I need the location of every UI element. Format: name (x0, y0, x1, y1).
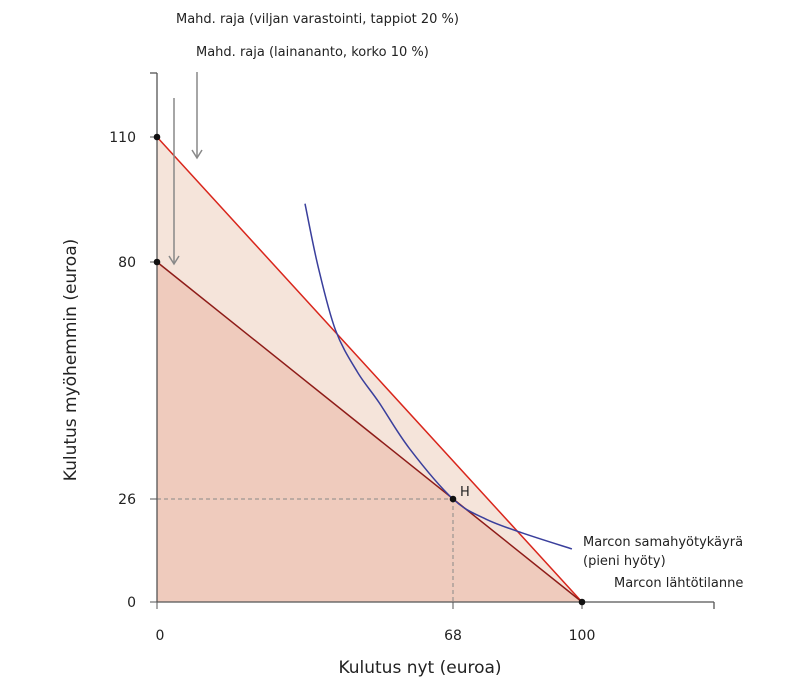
y-tick-label: 0 (127, 595, 136, 611)
y-tick-label: 26 (118, 492, 136, 508)
x-tick-label: 68 (444, 628, 462, 644)
x-tick-label: 100 (569, 628, 596, 644)
y-tick-label: 110 (109, 130, 136, 146)
point-h (449, 495, 457, 503)
point-h-label: H (460, 485, 470, 500)
storage-arrow-head (168, 255, 180, 266)
storage-frontier-line (156, 261, 583, 603)
x-tick-label: 0 (156, 628, 165, 644)
lending-frontier-line (156, 136, 583, 603)
indifference-label-2: (pieni hyöty) (583, 554, 666, 569)
y-tick-label: 80 (118, 255, 136, 271)
start-label: Marcon lähtötilanne (614, 576, 743, 591)
indifference-curve (304, 203, 573, 550)
frontier-point (153, 258, 161, 266)
frontier-point (153, 133, 161, 141)
y-axis-title: Kulutus myöhemmin (euroa) (61, 239, 81, 481)
lending-label: Mahd. raja (lainananto, korko 10 %) (196, 45, 429, 60)
lending-arrow-head (191, 149, 203, 160)
x-axis-title: Kulutus nyt (euroa) (338, 658, 501, 678)
indifference-label-1: Marcon samahyötykäyrä (583, 535, 743, 550)
storage-label: Mahd. raja (viljan varastointi, tappiot … (176, 12, 459, 27)
frontier-point (578, 598, 586, 606)
